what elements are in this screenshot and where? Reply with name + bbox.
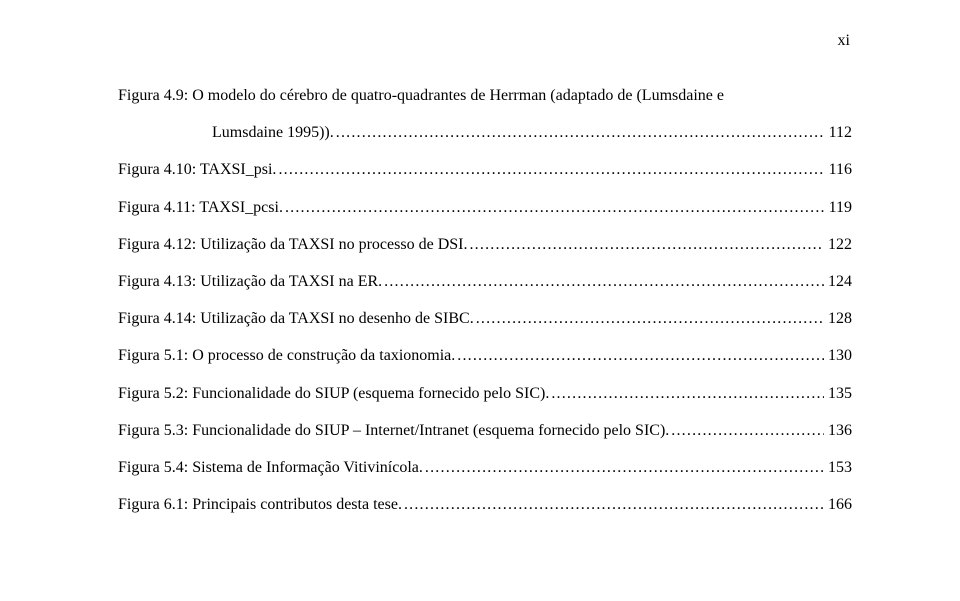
leader-dots (334, 121, 825, 145)
leader-dots (549, 382, 824, 406)
toc-entry-text: Figura 4.13: Utilização da TAXSI na ER. (118, 270, 382, 294)
toc-entry-text: Figura 5.3: Funcionalidade do SIUP – Int… (118, 419, 669, 443)
toc-entry-text: Figura 4.9: O modelo do cérebro de quatr… (118, 84, 724, 108)
toc-line: Figura 5.4: Sistema de Informação Vitivi… (118, 456, 852, 480)
leader-dots (402, 493, 824, 517)
leader-dots (283, 196, 825, 220)
figure-list: Figura 4.9: O modelo do cérebro de quatr… (118, 84, 852, 517)
toc-entry-text: Lumsdaine 1995)). (212, 121, 334, 145)
leader-dots (669, 419, 824, 443)
toc-line: Figura 4.13: Utilização da TAXSI na ER. 1… (118, 270, 852, 294)
toc-entry-text: Figura 4.12: Utilização da TAXSI no proc… (118, 233, 467, 257)
toc-entry-text: Figura 6.1: Principais contributos desta… (118, 493, 402, 517)
toc-entry-text: Figura 4.11: TAXSI_pcsi. (118, 196, 283, 220)
toc-entry-page: 116 (825, 158, 852, 182)
toc-line: Figura 4.11: TAXSI_pcsi. 119 (118, 196, 852, 220)
toc-entry-page: 135 (824, 382, 852, 406)
toc-entry-page: 128 (824, 307, 852, 331)
leader-dots (455, 344, 824, 368)
toc-entry-page: 130 (824, 344, 852, 368)
leader-dots (382, 270, 824, 294)
toc-line: Figura 4.14: Utilização da TAXSI no dese… (118, 307, 852, 331)
toc-line: Figura 4.9: O modelo do cérebro de quatr… (118, 84, 852, 108)
toc-line: Figura 5.3: Funcionalidade do SIUP – Int… (118, 419, 852, 443)
toc-line: Figura 4.10: TAXSI_psi. 116 (118, 158, 852, 182)
toc-entry-text: Figura 4.14: Utilização da TAXSI no dese… (118, 307, 474, 331)
toc-entry-page: 119 (825, 196, 852, 220)
toc-entry-text: Figura 4.10: TAXSI_psi. (118, 158, 276, 182)
toc-line: Lumsdaine 1995)). 112 (118, 121, 852, 145)
document-page: xi Figura 4.9: O modelo do cérebro de qu… (0, 0, 960, 517)
page-number: xi (118, 32, 852, 50)
toc-entry-page: 122 (824, 233, 852, 257)
toc-entry-page: 166 (824, 493, 852, 517)
toc-entry-page: 112 (825, 121, 852, 145)
leader-dots (276, 158, 824, 182)
toc-line: Figura 5.2: Funcionalidade do SIUP (esqu… (118, 382, 852, 406)
leader-dots (423, 456, 824, 480)
toc-line: Figura 6.1: Principais contributos desta… (118, 493, 852, 517)
toc-entry-page: 124 (824, 270, 852, 294)
toc-entry-text: Figura 5.1: O processo de construção da … (118, 344, 455, 368)
toc-entry-text: Figura 5.2: Funcionalidade do SIUP (esqu… (118, 382, 549, 406)
toc-entry-page: 136 (824, 419, 852, 443)
toc-line: Figura 4.12: Utilização da TAXSI no proc… (118, 233, 852, 257)
toc-entry-text: Figura 5.4: Sistema de Informação Vitivi… (118, 456, 423, 480)
toc-entry-page: 153 (824, 456, 852, 480)
leader-dots (467, 233, 824, 257)
leader-dots (474, 307, 824, 331)
toc-line: Figura 5.1: O processo de construção da … (118, 344, 852, 368)
